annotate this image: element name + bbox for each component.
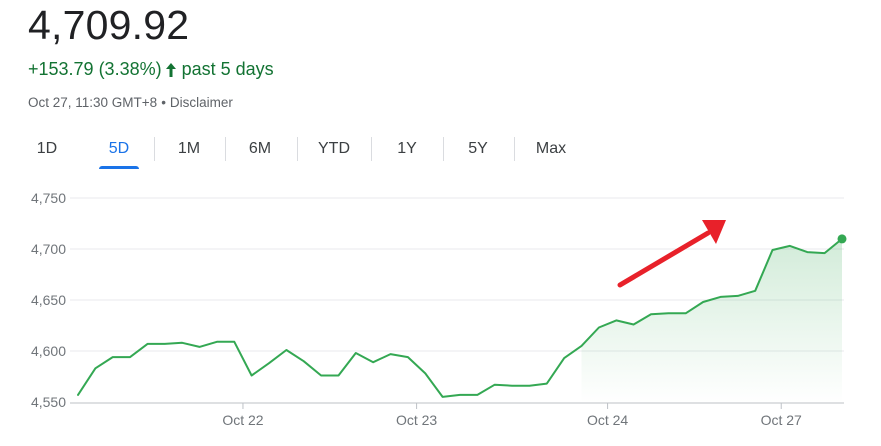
tab-5d[interactable]: 5D	[96, 130, 142, 169]
series-line	[77, 237, 843, 398]
tab-1y[interactable]: 1Y	[384, 130, 430, 168]
y-tick-label: 4,600	[31, 343, 66, 359]
disclaimer-link[interactable]: Disclaimer	[169, 95, 233, 110]
y-tick-label: 4,700	[31, 241, 66, 257]
tab-separator	[443, 137, 444, 161]
tab-separator	[514, 137, 515, 161]
change-period: past 5 days	[181, 59, 274, 79]
tab-5y[interactable]: 5Y	[455, 130, 501, 168]
x-tick-label: Oct 24	[587, 412, 628, 428]
x-tick-label: Oct 27	[761, 412, 802, 428]
arrow-up-icon	[165, 61, 177, 77]
y-axis-ticks: 4,750 4,700 4,650 4,600 4,550	[31, 190, 66, 410]
tab-label: Max	[535, 140, 567, 157]
tab-label: 5Y	[468, 140, 488, 157]
tab-1d[interactable]: 1D	[24, 130, 70, 168]
tab-label: YTD	[318, 140, 350, 157]
tab-1m[interactable]: 1M	[166, 130, 212, 168]
quote-timestamp: Oct 27, 11:30 GMT+8	[28, 95, 158, 110]
arrow-head-icon	[702, 220, 726, 244]
tab-label: 5D	[108, 140, 130, 157]
tab-6m[interactable]: 6M	[237, 130, 283, 168]
tab-max[interactable]: Max	[526, 130, 576, 168]
tab-label: 1M	[177, 140, 201, 157]
quote-meta: Oct 27, 11:30 GMT+8 • Disclaimer	[28, 94, 233, 112]
y-tick-label: 4,650	[31, 292, 66, 308]
y-tick-label: 4,750	[31, 190, 66, 206]
series-area	[581, 238, 842, 403]
last-price-dot	[837, 234, 847, 244]
price-change-row: +153.79 (3.38%) past 5 days	[28, 58, 274, 80]
x-axis-ticks: Oct 22 Oct 23 Oct 24 Oct 27	[222, 403, 802, 428]
tab-ytd[interactable]: YTD	[308, 130, 360, 168]
tab-label: 1Y	[397, 140, 417, 157]
x-tick-label: Oct 23	[396, 412, 437, 428]
tab-label: 6M	[248, 140, 272, 157]
tab-separator	[371, 137, 372, 161]
tab-label: 1D	[36, 140, 58, 157]
price-change: +153.79 (3.38%)	[28, 59, 162, 79]
tab-separator	[225, 137, 226, 161]
meta-separator: •	[161, 95, 166, 110]
current-price: 4,709.92	[28, 2, 190, 48]
y-tick-label: 4,550	[31, 394, 66, 410]
arrow-shaft	[617, 230, 711, 288]
trend-arrow-annotation	[617, 220, 726, 288]
x-tick-label: Oct 22	[222, 412, 263, 428]
active-tab-indicator	[99, 166, 139, 169]
tab-separator	[297, 137, 298, 161]
tab-separator	[154, 137, 155, 161]
